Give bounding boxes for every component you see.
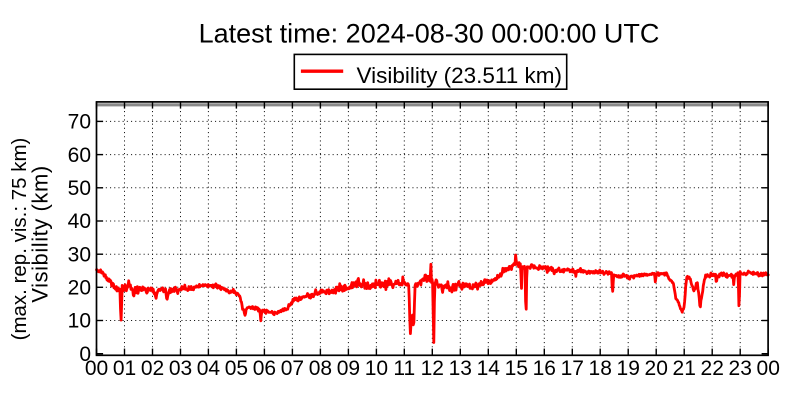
- svg-text:18: 18: [589, 357, 612, 380]
- svg-text:23: 23: [729, 357, 752, 380]
- svg-text:08: 08: [309, 357, 332, 380]
- svg-text:10: 10: [365, 357, 388, 380]
- svg-text:02: 02: [141, 357, 164, 380]
- svg-text:01: 01: [113, 357, 136, 380]
- svg-text:06: 06: [253, 357, 276, 380]
- svg-text:00: 00: [757, 357, 780, 380]
- svg-text:0: 0: [79, 343, 91, 366]
- svg-text:13: 13: [449, 357, 472, 380]
- svg-text:Visibility (km): Visibility (km): [28, 165, 53, 302]
- svg-text:22: 22: [701, 357, 724, 380]
- svg-text:10: 10: [68, 310, 91, 333]
- svg-text:11: 11: [393, 357, 415, 380]
- svg-text:04: 04: [197, 357, 221, 380]
- svg-text:12: 12: [421, 357, 444, 380]
- svg-text:20: 20: [645, 357, 668, 380]
- svg-text:19: 19: [617, 357, 640, 380]
- svg-text:14: 14: [477, 357, 501, 380]
- svg-text:17: 17: [561, 357, 584, 380]
- svg-text:00: 00: [85, 357, 108, 380]
- svg-text:09: 09: [337, 357, 360, 380]
- svg-text:(max. rep. vis.: 75 km): (max. rep. vis.: 75 km): [8, 138, 31, 341]
- svg-text:03: 03: [169, 357, 192, 380]
- svg-text:20: 20: [68, 277, 91, 300]
- svg-text:60: 60: [68, 144, 91, 167]
- svg-text:40: 40: [68, 210, 91, 233]
- svg-text:15: 15: [505, 357, 528, 380]
- svg-text:05: 05: [225, 357, 248, 380]
- svg-text:Visibility (23.511 km): Visibility (23.511 km): [357, 63, 563, 88]
- svg-text:30: 30: [68, 243, 91, 266]
- svg-text:70: 70: [68, 111, 91, 134]
- svg-text:16: 16: [533, 357, 556, 380]
- svg-text:Latest time: 2024-08-30 00:00:: Latest time: 2024-08-30 00:00:00 UTC: [199, 19, 660, 49]
- svg-text:21: 21: [673, 357, 696, 380]
- svg-text:07: 07: [281, 357, 304, 380]
- svg-text:50: 50: [68, 177, 91, 200]
